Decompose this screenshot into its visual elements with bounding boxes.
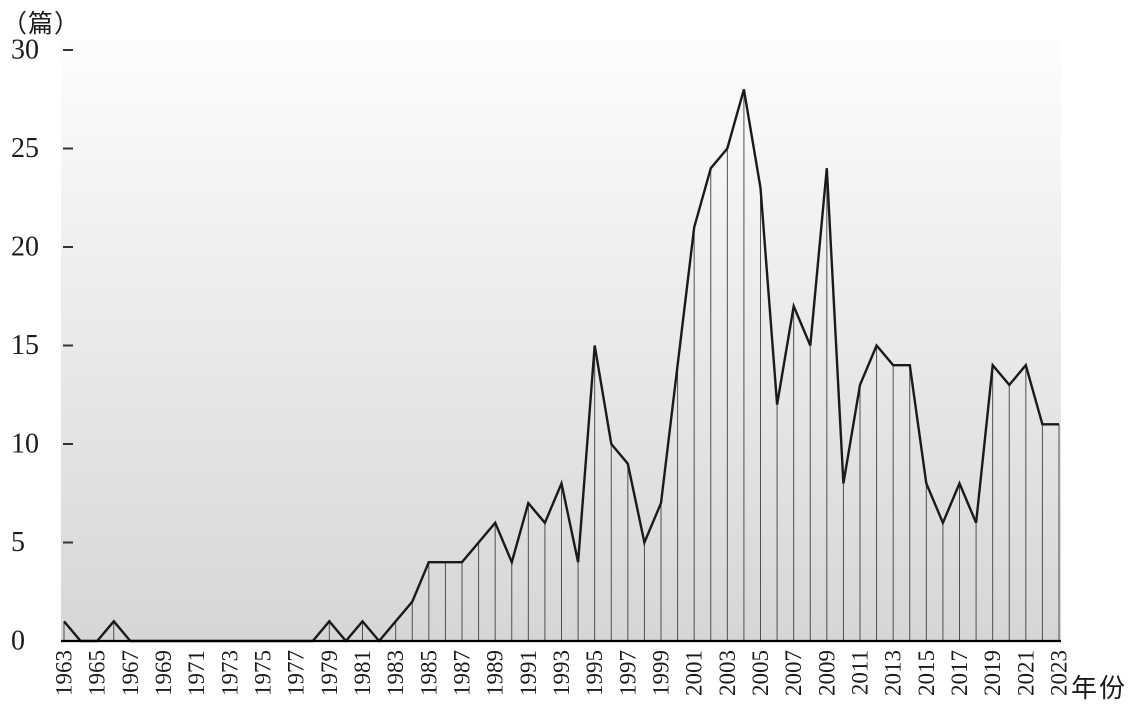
x-tick-label-1963: 1963 [52,650,77,696]
x-tick-label-2019: 2019 [980,650,1005,696]
x-tick-label-1995: 1995 [582,650,607,696]
x-tick-label-1983: 1983 [383,650,408,696]
x-tick-label-2011: 2011 [848,650,873,695]
x-tick-label-1967: 1967 [118,650,143,696]
x-tick-label-2003: 2003 [715,650,740,696]
x-tick-label-1975: 1975 [251,650,276,696]
x-tick-label-2017: 2017 [947,650,972,696]
x-axis-unit-label: 年份 [1071,674,1128,703]
x-tick-label-2015: 2015 [914,650,939,696]
y-tick-label-15: 15 [11,330,39,361]
x-tick-label-1997: 1997 [615,650,640,696]
y-tick-label-5: 5 [11,527,25,558]
x-tick-label-1979: 1979 [317,650,342,696]
x-tick-label-1977: 1977 [284,650,309,696]
x-tick-label-1981: 1981 [350,650,375,696]
x-tick-label-2005: 2005 [748,650,773,696]
x-tick-label-1989: 1989 [483,650,508,696]
y-tick-label-25: 25 [11,133,39,164]
y-tick-label-30: 30 [11,35,39,66]
x-tick-label-1965: 1965 [85,650,110,696]
x-tick-label-2023: 2023 [1047,650,1072,696]
x-tick-label-1985: 1985 [416,650,441,696]
x-tick-label-1999: 1999 [649,650,674,696]
y-tick-label-0: 0 [11,626,25,657]
x-tick-label-1973: 1973 [217,650,242,696]
x-tick-label-1969: 1969 [151,650,176,696]
y-tick-label-20: 20 [11,232,39,263]
y-tick-label-10: 10 [11,429,39,460]
x-tick-label-2021: 2021 [1013,650,1038,696]
x-tick-label-2001: 2001 [682,650,707,696]
y-axis-unit-label: （篇） [2,11,81,38]
x-tick-label-1987: 1987 [450,650,475,696]
x-tick-label-2013: 2013 [881,650,906,696]
x-tick-label-2007: 2007 [781,650,806,696]
x-tick-label-1991: 1991 [516,650,541,696]
x-tick-label-2009: 2009 [814,650,839,696]
x-tick-label-1993: 1993 [549,650,574,696]
x-tick-label-1971: 1971 [184,650,209,696]
